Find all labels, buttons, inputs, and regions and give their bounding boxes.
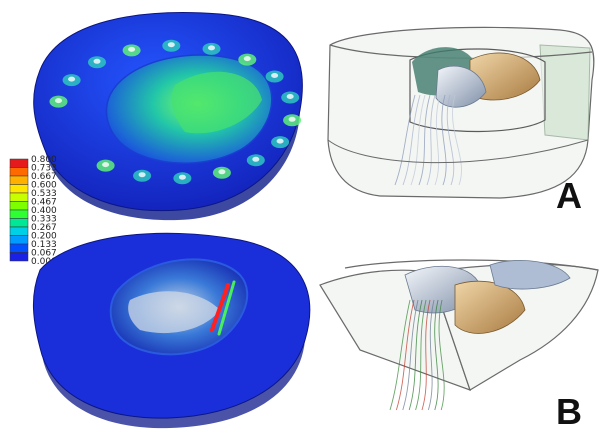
fea-bottom-rim-shade [42,340,305,429]
panel-b-leaflet-blue [489,259,571,290]
colorbar-tick-label: 0.267 [31,223,57,233]
colorbar-swatch [9,201,29,211]
cusp-pad-highlight [243,56,251,62]
colorbar-swatch [9,218,29,228]
panel-b-model: B [319,259,599,432]
panel-a-model: A [327,26,595,216]
suture-thread [426,94,436,186]
panel-b-leaflet-gold [454,280,526,334]
fea-bottom-stress-halo [217,280,236,336]
panel-label-b: B [556,391,582,432]
colorbar-swatch [9,252,29,262]
cusp-pad-highlight [252,156,260,162]
colorbar-swatches [9,158,29,262]
fea-top-cusp-pads [49,39,302,185]
panel-a-right-window [539,44,591,141]
fea-model-top [33,12,303,221]
cusp-pad-highlight [93,58,101,64]
suture-thread [415,299,427,411]
colorbar-swatch [9,167,29,177]
cusp-pad-highlight [68,76,76,82]
colorbar-tick-label: 0.200 [31,232,57,242]
suture-thread [394,94,416,186]
colorbar-swatch [9,235,29,245]
panel-label-a: A [556,175,582,216]
suture-thread [418,94,431,186]
colorbar-swatch [9,184,29,194]
fea-top-leaflet-highlight [171,71,262,134]
suture-thread [434,299,439,411]
colorbar-tick-label: 0.467 [31,198,57,208]
suture-thread [402,299,419,411]
suture-thread [427,299,435,411]
suture-thread [441,94,447,186]
cusp-pad-highlight [271,73,279,78]
suture-thread [421,299,431,411]
panel-a-bottom-rim [327,139,589,164]
panel-a-sutures [394,94,462,186]
cusp-pad-highlight [178,174,186,180]
colorbar-swatch [9,226,29,236]
suture-thread [434,94,441,186]
colorbar-swatch [9,158,29,168]
suture-thread [389,299,411,411]
colorbar: 0.8000.7330.6670.6000.5330.4670.4000.333… [9,155,57,267]
cusp-pad-highlight [276,138,284,144]
cusp-pad-highlight [138,172,146,178]
colorbar-tick-label: 0.600 [31,181,57,191]
suture-thread [410,94,426,186]
suture-thread [452,94,462,186]
fea-bottom-leaflet [128,291,220,334]
colorbar-tick-label: 0.067 [31,249,57,259]
colorbar-tick-label: 0.333 [31,215,57,225]
suture-thread [402,94,421,186]
fea-bottom-stress-line [210,283,230,332]
colorbar-tick-label: 0.533 [31,189,57,199]
colorbar-swatch [9,175,29,185]
fea-model-bottom [33,232,311,429]
cusp-pad-highlight [288,116,296,122]
colorbar-ticks: 0.8000.7330.6670.6000.5330.4670.4000.333… [31,155,57,267]
cusp-pad-highlight [167,42,175,48]
suture-thread [395,299,415,411]
panel-a-leaflet-silver [435,65,487,108]
cusp-pad-highlight [55,98,62,104]
suture-thread [446,94,455,186]
cusp-pad-highlight [128,46,136,52]
suture-thread [438,299,445,411]
suture-thread [408,299,423,411]
cusp-pad-highlight [208,45,215,51]
panel-b-top-rim [344,259,599,271]
colorbar-tick-label: 0.667 [31,172,57,182]
colorbar-tick-label: 0.800 [31,155,57,165]
panel-a-leaflet-gold [469,52,541,101]
colorbar-tick-label: 0.400 [31,206,57,216]
colorbar-tick-label: 0.733 [31,164,57,174]
colorbar-tick-label: 0.000 [31,257,57,267]
cusp-pad-highlight [102,162,110,168]
colorbar-swatch [9,209,29,219]
colorbar-swatch [9,192,29,202]
colorbar-tick-label: 0.133 [31,240,57,250]
colorbar-swatch [9,243,29,253]
cusp-pad-highlight [286,94,294,99]
panel-b-sutures [389,299,445,411]
cusp-pad-highlight [218,169,226,175]
